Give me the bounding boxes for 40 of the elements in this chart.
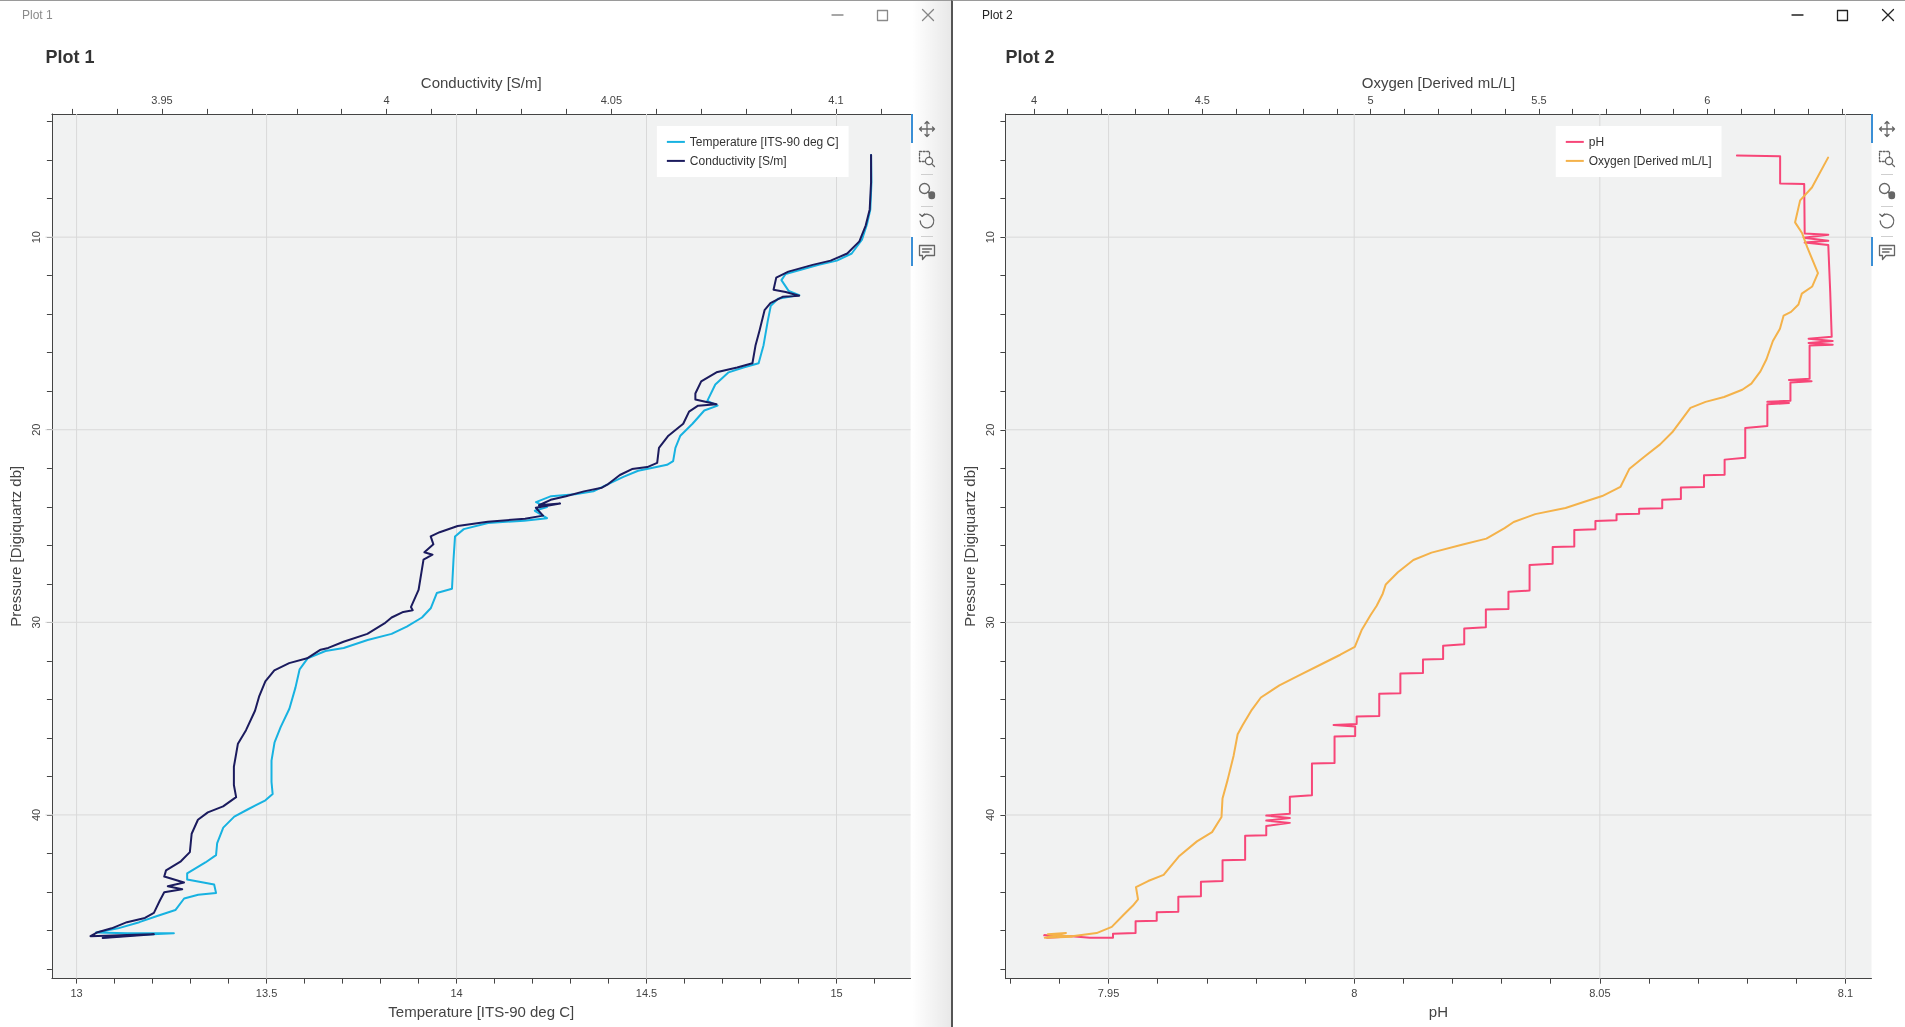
- legend-label: Oxygen [Derived mL/L]: [1588, 153, 1712, 168]
- x-tick-label: 15: [830, 987, 843, 1000]
- x-tick-label: 7.95: [1097, 987, 1120, 1000]
- x2-tick-label: 3.95: [151, 94, 173, 107]
- x-tick-label: 8.05: [1589, 987, 1611, 1000]
- chart-title: Plot 2: [982, 8, 1013, 22]
- x2-tick-label: 6: [1704, 94, 1711, 107]
- y-tick-label: 40: [30, 808, 43, 822]
- x-axis-title: pH: [1428, 1002, 1449, 1020]
- x-tick-label: 14: [450, 987, 463, 1000]
- chart-title: Plot 2: [1005, 47, 1055, 67]
- legend-label: Conductivity [S/m]: [689, 153, 787, 168]
- x-tick-label: 8.1: [1837, 987, 1854, 1000]
- y-tick-label: 10: [983, 231, 996, 244]
- chart-title: Plot 1: [22, 8, 53, 22]
- x2-tick-label: 4.05: [600, 94, 623, 107]
- x2-tick-label: 4.1: [828, 94, 844, 107]
- y-tick-label: 30: [983, 616, 996, 629]
- x2-tick-label: 4: [383, 94, 390, 107]
- chart-title: Plot 1: [45, 47, 95, 67]
- x2-tick-label: 4: [1030, 94, 1038, 107]
- x-tick-label: 14.5: [635, 987, 658, 1000]
- x2-tick-label: 5: [1367, 94, 1374, 107]
- x2-tick-label: 4.5: [1194, 94, 1210, 107]
- x-axis-title: Temperature [ITS-90 deg C]: [388, 1002, 575, 1020]
- y-axis-title: Pressure [Digiquartz db]: [7, 465, 24, 627]
- y-axis-title: Pressure [Digiquartz db]: [960, 465, 978, 627]
- x2-tick-label: 5.5: [1531, 94, 1547, 107]
- x-tick-label: 13.5: [255, 987, 278, 1000]
- y-tick-label: 20: [983, 423, 996, 436]
- x2-axis-title: Conductivity [S/m]: [420, 74, 542, 91]
- legend-label: Temperature [ITS-90 deg C]: [689, 134, 839, 149]
- y-tick-label: 40: [983, 808, 996, 822]
- y-tick-label: 20: [30, 423, 43, 436]
- x-tick-label: 8: [1351, 987, 1358, 1000]
- x-tick-label: 13: [70, 987, 83, 1000]
- legend-label: pH: [1588, 134, 1605, 149]
- x2-axis-title: Oxygen [Derived mL/L]: [1361, 74, 1516, 91]
- y-tick-label: 30: [30, 616, 43, 629]
- y-tick-label: 10: [30, 231, 43, 244]
